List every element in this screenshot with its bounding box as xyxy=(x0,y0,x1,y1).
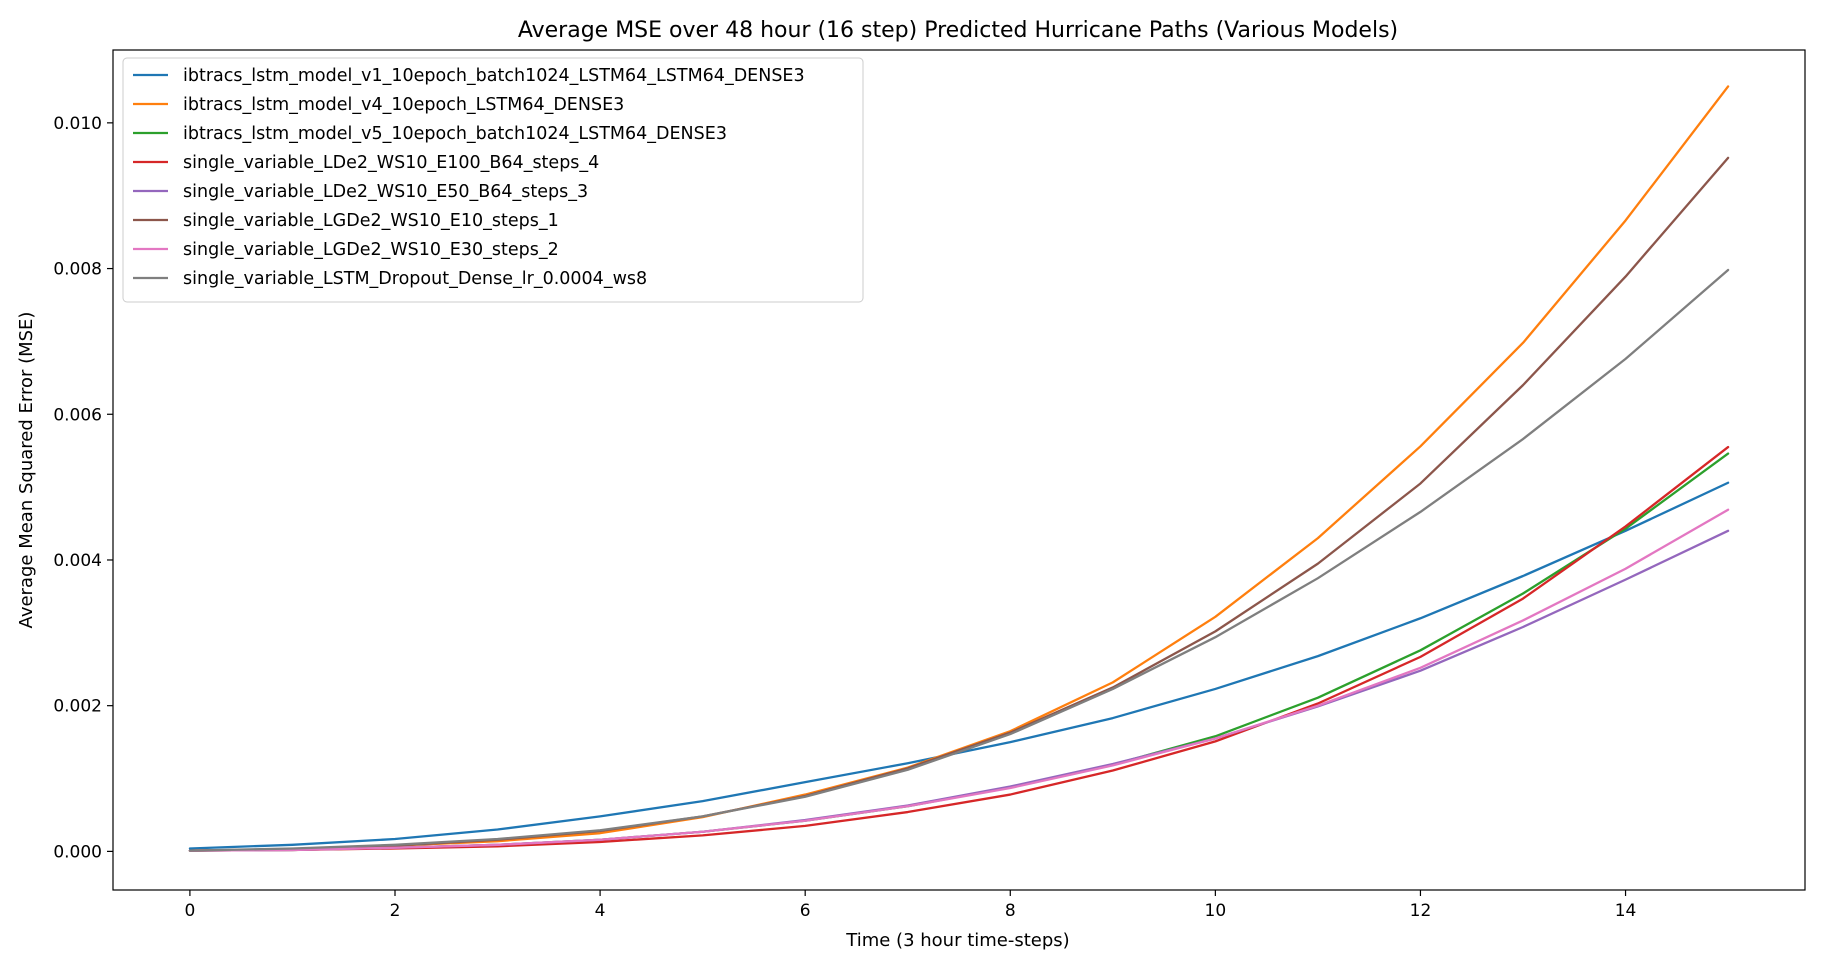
y-tick-label: 0.000 xyxy=(53,842,102,862)
y-tick-label: 0.006 xyxy=(53,405,102,425)
x-tick-label: 12 xyxy=(1410,901,1432,921)
y-axis-title: Average Mean Squared Error (MSE) xyxy=(16,312,37,629)
x-tick-label: 2 xyxy=(390,901,401,921)
legend: ibtracs_lstm_model_v1_10epoch_batch1024_… xyxy=(122,57,864,303)
legend-label: single_variable_LDe2_WS10_E100_B64_steps… xyxy=(183,153,599,173)
x-tick-label: 8 xyxy=(1005,901,1016,921)
legend-label: ibtracs_lstm_model_v4_10epoch_LSTM64_DEN… xyxy=(183,95,624,115)
x-tick-label: 6 xyxy=(800,901,811,921)
plot-lines xyxy=(188,85,1730,852)
y-tick-label: 0.010 xyxy=(53,114,102,134)
series-line-4 xyxy=(188,445,1730,852)
plot-frame xyxy=(112,49,1806,891)
legend-label: ibtracs_lstm_model_v1_10epoch_batch1024_… xyxy=(183,66,805,86)
series-line-8 xyxy=(188,268,1730,852)
series-line-7 xyxy=(188,508,1730,852)
legend-label: ibtracs_lstm_model_v5_10epoch_batch1024_… xyxy=(183,124,727,144)
x-axis: 0 2 4 6 8 10 12 14 xyxy=(184,890,1636,921)
x-axis-title: Time (3 hour time-steps) xyxy=(845,930,1069,951)
x-tick-label: 0 xyxy=(184,901,195,921)
legend-label: single_variable_LSTM_Dropout_Dense_lr_0.… xyxy=(183,269,647,289)
legend-label: single_variable_LGDe2_WS10_E30_steps_2 xyxy=(183,240,559,260)
y-tick-label: 0.004 xyxy=(53,551,102,571)
legend-label: single_variable_LDe2_WS10_E50_B64_steps_… xyxy=(183,182,588,202)
y-tick-label: 0.008 xyxy=(53,260,102,280)
chart-title: Average MSE over 48 hour (16 step) Predi… xyxy=(518,18,1398,43)
series-line-1 xyxy=(188,481,1730,850)
y-axis: 0.000 0.002 0.004 0.006 0.008 0.010 xyxy=(53,114,113,862)
x-tick-label: 4 xyxy=(595,901,606,921)
legend-box xyxy=(122,57,864,303)
x-tick-label: 10 xyxy=(1205,901,1227,921)
series-line-3 xyxy=(188,452,1730,852)
x-tick-label: 14 xyxy=(1615,901,1637,921)
y-tick-label: 0.002 xyxy=(53,697,102,717)
legend-label: single_variable_LGDe2_WS10_E10_steps_1 xyxy=(183,211,559,231)
